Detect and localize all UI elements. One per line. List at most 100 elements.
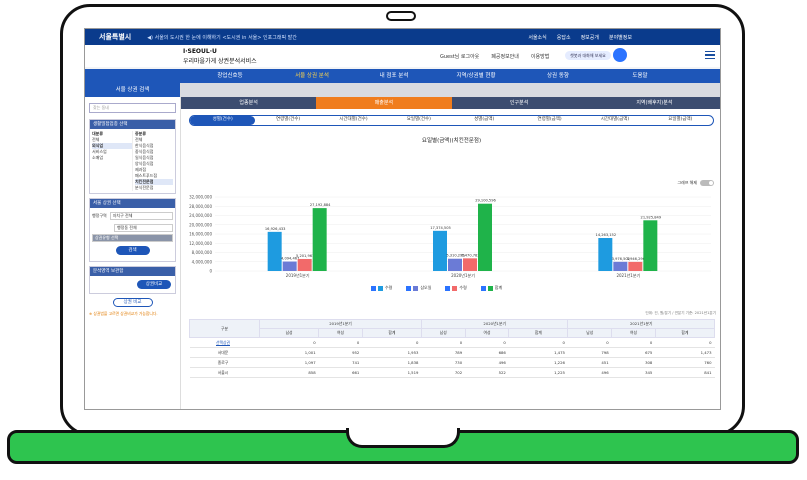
table-cell: 522 bbox=[465, 367, 509, 378]
seoul-logo[interactable]: 서울특별시 bbox=[99, 33, 132, 41]
subtab[interactable]: 요일별(건수) bbox=[406, 117, 431, 122]
legend-checkbox[interactable] bbox=[406, 285, 412, 291]
analysis-title: 분석영역 보관함 bbox=[90, 267, 175, 276]
graph-toggle-row: 그래프 해제 bbox=[677, 180, 714, 186]
data-label: 14,263,152 bbox=[596, 233, 617, 237]
laptop-notch bbox=[346, 428, 460, 448]
tab-sales[interactable]: 매출분석 bbox=[316, 97, 452, 109]
y-tick-label: 0 bbox=[209, 269, 212, 274]
legend-item[interactable]: 합계 bbox=[480, 285, 502, 291]
legend-item[interactable]: 삼오일 bbox=[406, 285, 431, 291]
bar-chart: 0 4,000,000 8,000,000 12,000,000 16,000,000 2… bbox=[189, 195, 711, 278]
table-subheader: 남성 bbox=[258, 328, 320, 338]
table-cell: 841 bbox=[655, 367, 715, 378]
top-links: 서울소식 응답소 정보공개 분야별정보 bbox=[528, 34, 632, 41]
nav-item[interactable]: 지역/상권별 현황 bbox=[456, 73, 496, 79]
dong-select[interactable]: 행정동 전체 bbox=[114, 224, 173, 232]
tab-population[interactable]: 인구분석 bbox=[451, 97, 587, 109]
chatbot-pill[interactable]: 챗봇과 대화해 보세요 bbox=[565, 51, 611, 60]
top-link[interactable]: 정보공개 bbox=[580, 34, 599, 41]
legend-swatch bbox=[487, 285, 493, 291]
nav-item[interactable]: 도움말 bbox=[632, 73, 648, 79]
sidebar-note: ※ 상권법을 고르면 상권비교가 가능합니다. bbox=[89, 311, 158, 316]
subtab[interactable]: 시간대별(건수) bbox=[339, 117, 368, 122]
legend-checkbox[interactable] bbox=[480, 285, 486, 291]
y-tick-label: 32,000,000 bbox=[189, 195, 212, 200]
minor-item[interactable]: 양식음식점 bbox=[135, 161, 154, 166]
minor-item[interactable]: 제과점 bbox=[135, 167, 147, 172]
data-label: 21,925,849 bbox=[641, 215, 662, 219]
bar bbox=[478, 203, 492, 271]
subtab[interactable]: 성별(건수) bbox=[190, 116, 256, 125]
filter-select[interactable]: 상권유형 선택 bbox=[92, 234, 173, 242]
major-item[interactable]: 소매업 bbox=[92, 155, 104, 160]
data-label: 5,310,296 bbox=[446, 254, 465, 258]
chatbot-icon[interactable] bbox=[613, 48, 627, 62]
subtab[interactable]: 연령별(건수) bbox=[275, 117, 301, 122]
top-link[interactable]: 서울소식 bbox=[528, 34, 547, 41]
table-cell: 702 bbox=[421, 367, 466, 378]
graph-toggle[interactable] bbox=[700, 180, 714, 186]
table-cell: 760 bbox=[655, 357, 715, 368]
search-button[interactable]: 검색 bbox=[115, 246, 150, 255]
subtab[interactable]: 성별(금액) bbox=[474, 117, 495, 122]
legend-checkbox[interactable] bbox=[445, 285, 451, 291]
nav-item[interactable]: 상권 동향 bbox=[547, 73, 569, 79]
tab-region[interactable]: 지역(배후지)분석 bbox=[586, 97, 720, 109]
table-cell: 1,473 bbox=[655, 347, 715, 358]
table-cell: 789 bbox=[421, 347, 466, 358]
minor-item[interactable]: 전체 bbox=[135, 137, 143, 142]
major-item[interactable]: 서비스업 bbox=[92, 149, 107, 154]
brand-title[interactable]: I·SEOUL·U bbox=[183, 48, 217, 55]
subtab[interactable]: 요일별(금액) bbox=[668, 117, 693, 122]
brand-subtitle[interactable]: 우리마을가게 상권분석서비스 bbox=[183, 58, 257, 65]
table-subheader: 여성 bbox=[464, 328, 510, 338]
legend-item[interactable]: 수령 bbox=[371, 285, 392, 291]
nav-item-active[interactable]: 서울 상권 분석 bbox=[295, 73, 329, 79]
x-tick-label: 2020년1분기 bbox=[451, 272, 475, 278]
row-label: 종로구 bbox=[189, 357, 260, 368]
tab-industry[interactable]: 업종분석 bbox=[181, 97, 317, 109]
bar bbox=[312, 208, 327, 271]
nav-item[interactable]: 창업신호등 bbox=[217, 73, 243, 79]
nav-item[interactable]: 내 점포 분석 bbox=[379, 73, 409, 79]
minor-item[interactable]: 분식전문점 bbox=[135, 185, 154, 190]
logout-link[interactable]: Guest님 로그아웃 bbox=[440, 54, 480, 60]
data-label: 17,374,505 bbox=[430, 226, 451, 230]
gu-select[interactable]: 자치구 전체 bbox=[109, 212, 173, 220]
minor-item[interactable]: 일식음식점 bbox=[135, 155, 154, 160]
major-item[interactable]: 전체 bbox=[92, 137, 100, 142]
table-subheader: 남성 bbox=[567, 328, 613, 338]
compare-button[interactable]: 상권 비교 bbox=[112, 298, 153, 307]
bar bbox=[643, 220, 658, 271]
subtab[interactable]: 연령별(금액) bbox=[537, 117, 562, 122]
table-header: 2021년1분기 bbox=[567, 319, 715, 329]
table-cell: 1,226 bbox=[508, 357, 568, 368]
legend-checkbox[interactable] bbox=[371, 285, 376, 291]
table-cell: 0 bbox=[362, 337, 422, 348]
howto-link[interactable]: 이용방법 bbox=[530, 54, 550, 60]
major-item[interactable]: 외식업 bbox=[92, 143, 132, 149]
main-tabs: 업종분석 매출분석 인구분석 지역(배후지)분석 bbox=[181, 97, 720, 109]
minor-item-selected[interactable]: 치킨전문점 bbox=[135, 179, 173, 185]
store-compare-button[interactable]: 상권비교 bbox=[137, 280, 171, 289]
table-row: 서울시 858 661 1,519 702 522 1,225 496 345 841 bbox=[189, 367, 715, 378]
bar bbox=[628, 261, 643, 271]
hamburger-menu-icon[interactable] bbox=[705, 51, 715, 59]
search-input[interactable]: 찾는 동네 bbox=[89, 103, 176, 113]
y-tick-label: 20,000,000 bbox=[189, 222, 212, 227]
legend-item[interactable]: 수령 bbox=[445, 285, 467, 291]
minor-item[interactable]: 한식음식점 bbox=[135, 143, 154, 148]
top-link[interactable]: 분야별정보 bbox=[608, 34, 632, 41]
table-subheader: 합계 bbox=[508, 328, 569, 338]
bar bbox=[448, 258, 462, 271]
notice-text[interactable]: ◀) 서울의 도시권 한 눈에 이해하기 <도시권 in 서울> 인포그래픽 발… bbox=[147, 34, 297, 41]
info-link[interactable]: 폐공정보안내 bbox=[491, 54, 519, 60]
subtab[interactable]: 시간대별(금액) bbox=[600, 117, 630, 122]
row-label[interactable]: 선택상권 bbox=[189, 337, 260, 348]
area-label: 행정구역 bbox=[92, 213, 107, 218]
top-link[interactable]: 응답소 bbox=[556, 34, 571, 41]
minor-item[interactable]: 패스트푸드점 bbox=[135, 173, 158, 178]
minor-item[interactable]: 중식음식점 bbox=[135, 149, 154, 154]
map-strip[interactable] bbox=[181, 83, 720, 97]
